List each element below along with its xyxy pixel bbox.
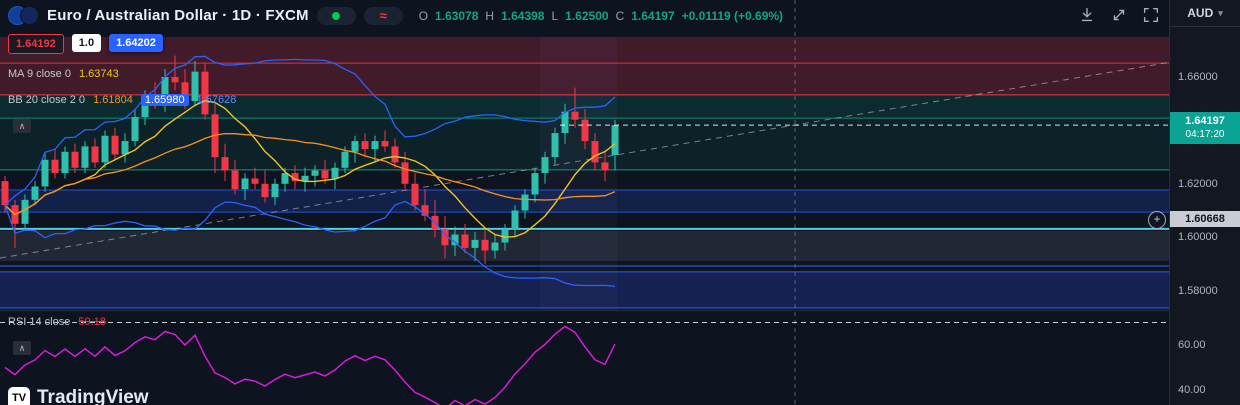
bb-basis-value: 1.61804 bbox=[93, 94, 133, 106]
bb-upper-value[interactable]: 1.65980 bbox=[140, 94, 189, 106]
chart-pane[interactable]: Euro / Australian Dollar · 1D · FXCM ≈ O… bbox=[0, 0, 1170, 405]
price-zone bbox=[0, 189, 1170, 213]
price-alert-badges: 1.64192 1.0 1.64202 bbox=[8, 34, 163, 54]
last-price-badge: 1.64197 04:17:20 bbox=[1170, 112, 1240, 144]
tradingview-wordmark: TradingView bbox=[37, 387, 149, 405]
chart-toolbar bbox=[1076, 4, 1162, 26]
rsi-pane-collapse-button[interactable]: ∧ bbox=[13, 341, 31, 355]
approx-price-button[interactable]: ≈ bbox=[363, 6, 403, 25]
rsi-legend[interactable]: RSI 14 close 59.18 bbox=[8, 316, 106, 328]
currency-label: AUD bbox=[1187, 6, 1214, 20]
rsi-label: RSI 14 close bbox=[8, 316, 71, 328]
approx-icon: ≈ bbox=[379, 8, 387, 23]
high-value: 1.64398 bbox=[501, 8, 545, 23]
ma-legend[interactable]: MA 9 close 0 1.63743 bbox=[8, 68, 119, 80]
bb-upper-line bbox=[4, 55, 616, 206]
recent-bars-highlight bbox=[540, 37, 617, 310]
maximize-pane-icon[interactable] bbox=[1108, 4, 1130, 26]
open-label: O bbox=[418, 8, 429, 23]
ohlc-readout: O 1.63078 H 1.64398 L 1.62500 C 1.64197 +0.0… bbox=[419, 9, 783, 23]
market-open-dot-icon bbox=[332, 11, 341, 20]
price-axis-label: 60.00 bbox=[1178, 339, 1206, 351]
chevron-down-icon: ▾ bbox=[1218, 7, 1223, 18]
rsi-value: 59.18 bbox=[78, 316, 106, 328]
ma-label: MA 9 close 0 bbox=[8, 68, 71, 80]
bb-label: BB 20 close 2 0 bbox=[8, 94, 86, 106]
chart-canvas[interactable] bbox=[0, 0, 1170, 405]
market-status-button[interactable] bbox=[316, 6, 356, 25]
aud-flag-icon bbox=[20, 6, 39, 25]
tradingview-logo[interactable]: TV TradingView bbox=[8, 387, 149, 405]
price-zone bbox=[0, 271, 1170, 308]
symbol-title[interactable]: Euro / Australian Dollar · 1D · FXCM bbox=[47, 7, 309, 24]
price-axis-label: 1.60000 bbox=[1178, 231, 1218, 243]
alert-badge-blue[interactable]: 1.64202 bbox=[109, 34, 163, 52]
change-value: +0.01119 (+0.69%) bbox=[681, 8, 784, 23]
ma-line bbox=[4, 99, 616, 238]
bar-countdown: 04:17:20 bbox=[1185, 129, 1225, 140]
price-zone bbox=[0, 94, 1170, 119]
crosshair-target-icon[interactable]: + bbox=[1148, 211, 1166, 229]
high-label: H bbox=[485, 8, 495, 23]
fullscreen-icon[interactable] bbox=[1140, 4, 1162, 26]
low-label: L bbox=[551, 8, 559, 23]
symbol-header: Euro / Australian Dollar · 1D · FXCM ≈ O… bbox=[8, 6, 783, 25]
ma-value: 1.63743 bbox=[78, 68, 119, 80]
last-price-value: 1.64197 bbox=[1185, 115, 1225, 127]
price-axis-label: 1.66000 bbox=[1178, 71, 1218, 83]
symbol-logo-icon bbox=[8, 6, 39, 25]
price-axis-label: 1.58000 bbox=[1178, 285, 1218, 297]
bb-legend[interactable]: BB 20 close 2 0 1.61804 1.65980 1.57628 bbox=[8, 94, 236, 106]
tradingview-icon: TV bbox=[8, 387, 30, 405]
goto-realtime-icon[interactable] bbox=[1076, 4, 1098, 26]
bb-lower-value: 1.57628 bbox=[196, 94, 237, 106]
low-value: 1.62500 bbox=[565, 8, 609, 23]
price-axis[interactable]: AUD ▾ 1.66000 1.62000 1.60000 1.58000 60.00 4… bbox=[1169, 0, 1240, 405]
currency-selector[interactable]: AUD ▾ bbox=[1170, 0, 1240, 27]
price-axis-label: 1.62000 bbox=[1178, 178, 1218, 190]
price-zone bbox=[0, 231, 1170, 261]
bb-basis-line bbox=[4, 132, 616, 216]
price-axis-label: 40.00 bbox=[1178, 384, 1206, 396]
price-pane-collapse-button[interactable]: ∧ bbox=[13, 119, 31, 133]
crosshair-price-badge: 1.60668 bbox=[1170, 211, 1240, 227]
badge-white[interactable]: 1.0 bbox=[71, 34, 102, 52]
rsi-line bbox=[4, 325, 616, 405]
close-value: 1.64197 bbox=[631, 8, 675, 23]
open-value: 1.63078 bbox=[435, 8, 479, 23]
close-label: C bbox=[615, 8, 625, 23]
bb-lower-line bbox=[4, 200, 616, 288]
alert-badge-red[interactable]: 1.64192 bbox=[8, 34, 64, 54]
